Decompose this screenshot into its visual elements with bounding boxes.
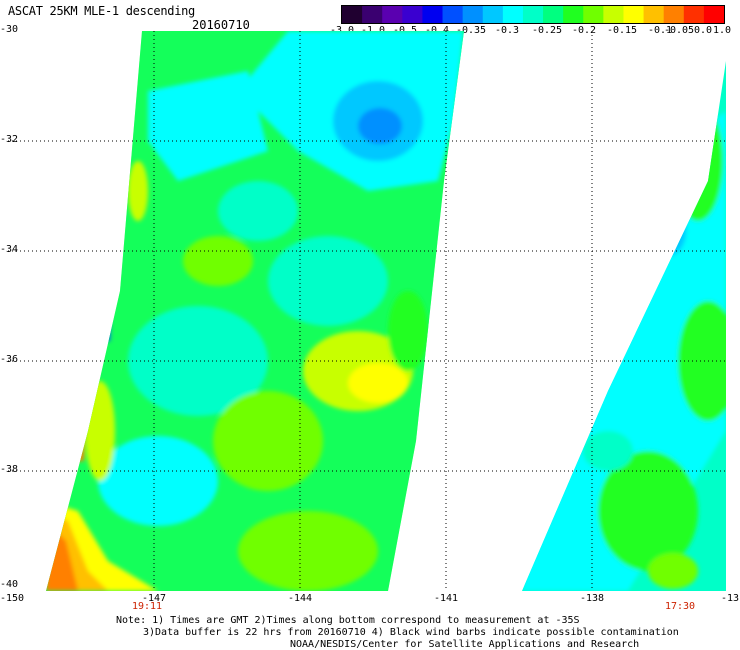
lon-label: -13 bbox=[720, 593, 740, 604]
colorbar-segment bbox=[543, 6, 564, 23]
colorbar-segment bbox=[522, 6, 544, 23]
colorbar-label: -0.1 bbox=[647, 25, 673, 36]
lon-label: -150 bbox=[0, 593, 25, 604]
colorbar-label: -3.0 bbox=[329, 25, 355, 36]
colorbar-label: -0.2 bbox=[571, 25, 597, 36]
lat-label: -34 bbox=[0, 244, 19, 255]
wind-map bbox=[8, 31, 726, 591]
plot-date: 20160710 bbox=[192, 18, 250, 32]
lat-label: -40 bbox=[0, 579, 19, 590]
colorbar-segment bbox=[362, 6, 383, 23]
colorbar-segment bbox=[643, 6, 665, 23]
lat-label: -30 bbox=[0, 24, 19, 35]
colorbar-segment bbox=[422, 6, 444, 23]
note-line-2: 3)Data buffer is 22 hrs from 20160710 4)… bbox=[143, 627, 679, 638]
colorbar-segment bbox=[382, 6, 403, 23]
time-label: 19:11 bbox=[131, 601, 163, 612]
colorbar-label: -0.25 bbox=[531, 25, 563, 36]
colorbar bbox=[341, 5, 725, 24]
note-line-1: Note: 1) Times are GMT 2)Times along bot… bbox=[116, 615, 580, 626]
lat-label: -36 bbox=[0, 354, 19, 365]
colorbar-segment bbox=[482, 6, 504, 23]
colorbar-label: -0.35 bbox=[455, 25, 487, 36]
lat-label: -32 bbox=[0, 134, 19, 145]
colorbar-segment bbox=[683, 6, 705, 23]
colorbar-segment bbox=[502, 6, 524, 23]
colorbar-label: -0.4 bbox=[424, 25, 450, 36]
colorbar-labels: -3.0 -1.0 -0.5 -0.4 -0.35 -0.3 -0.25 -0.… bbox=[330, 25, 740, 39]
colorbar-segment bbox=[583, 6, 604, 23]
lon-label: -141 bbox=[433, 593, 459, 604]
colorbar-segment bbox=[402, 6, 423, 23]
lon-label: -138 bbox=[579, 593, 605, 604]
colorbar-label: -0.3 bbox=[494, 25, 520, 36]
lon-label: -147 bbox=[141, 593, 167, 604]
colorbar-segment bbox=[342, 6, 363, 23]
colorbar-segment bbox=[703, 6, 724, 23]
time-label: 17:30 bbox=[664, 601, 696, 612]
colorbar-label: 0.0 bbox=[693, 25, 713, 36]
plot-title: ASCAT 25KM MLE-1 descending bbox=[8, 4, 195, 18]
lat-label: -38 bbox=[0, 464, 19, 475]
colorbar-segment bbox=[603, 6, 624, 23]
colorbar-segment bbox=[563, 6, 584, 23]
note-line-3: NOAA/NESDIS/Center for Satellite Applica… bbox=[290, 639, 640, 650]
colorbar-segment bbox=[442, 6, 464, 23]
colorbar-segment bbox=[623, 6, 645, 23]
colorbar-segment bbox=[663, 6, 685, 23]
colorbar-segment bbox=[462, 6, 484, 23]
colorbar-label: -0.5 bbox=[392, 25, 418, 36]
colorbar-label: -1.0 bbox=[360, 25, 386, 36]
lon-label: -144 bbox=[287, 593, 313, 604]
lat-lon-grid bbox=[8, 31, 726, 591]
colorbar-label: -0.15 bbox=[606, 25, 638, 36]
colorbar-label: 1.0 bbox=[712, 25, 732, 36]
colorbar-label: -0.05 bbox=[663, 25, 695, 36]
